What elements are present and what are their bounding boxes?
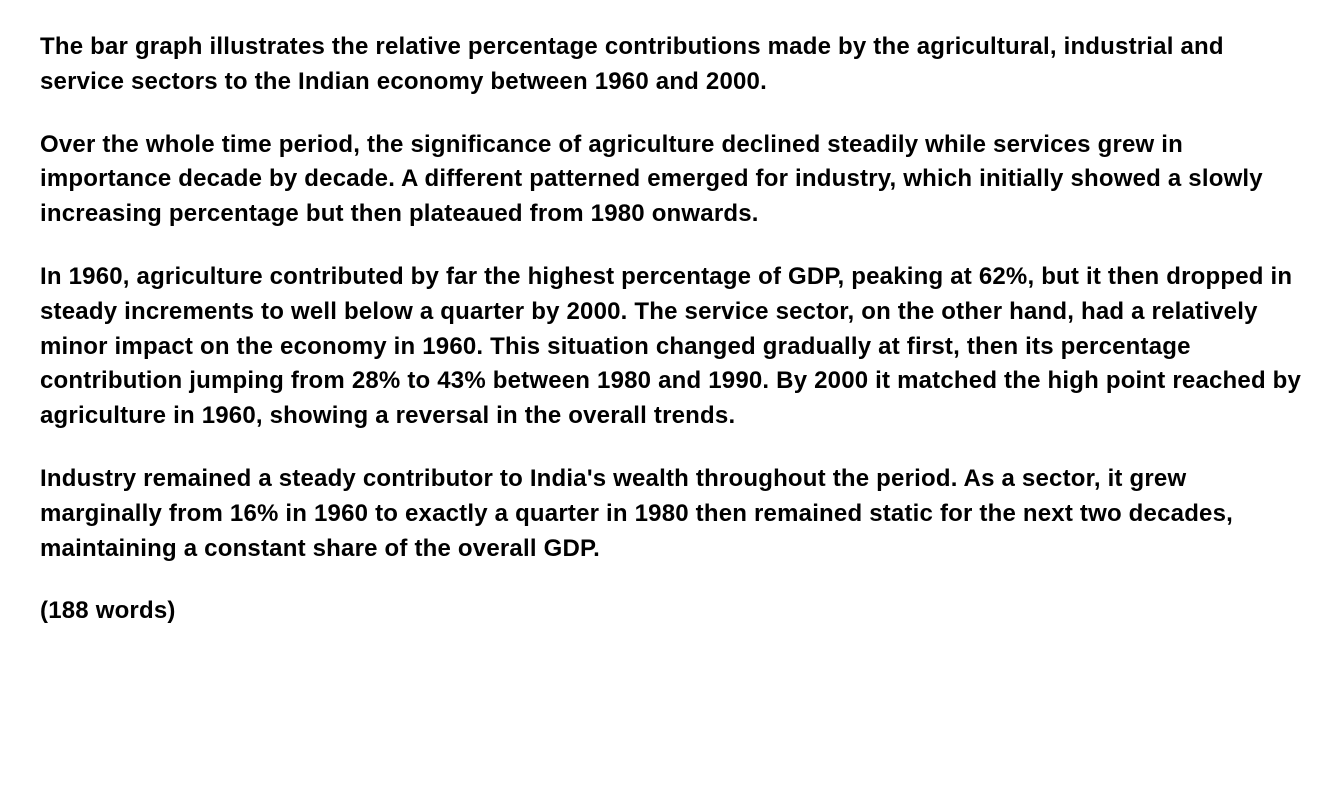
document-body: The bar graph illustrates the relative p…	[40, 30, 1303, 629]
intro-paragraph: The bar graph illustrates the relative p…	[40, 30, 1303, 100]
word-count: (188 words)	[40, 594, 1303, 629]
overview-paragraph: Over the whole time period, the signific…	[40, 128, 1303, 232]
detail-paragraph-2: Industry remained a steady contributor t…	[40, 462, 1303, 566]
detail-paragraph-1: In 1960, agriculture contributed by far …	[40, 260, 1303, 434]
